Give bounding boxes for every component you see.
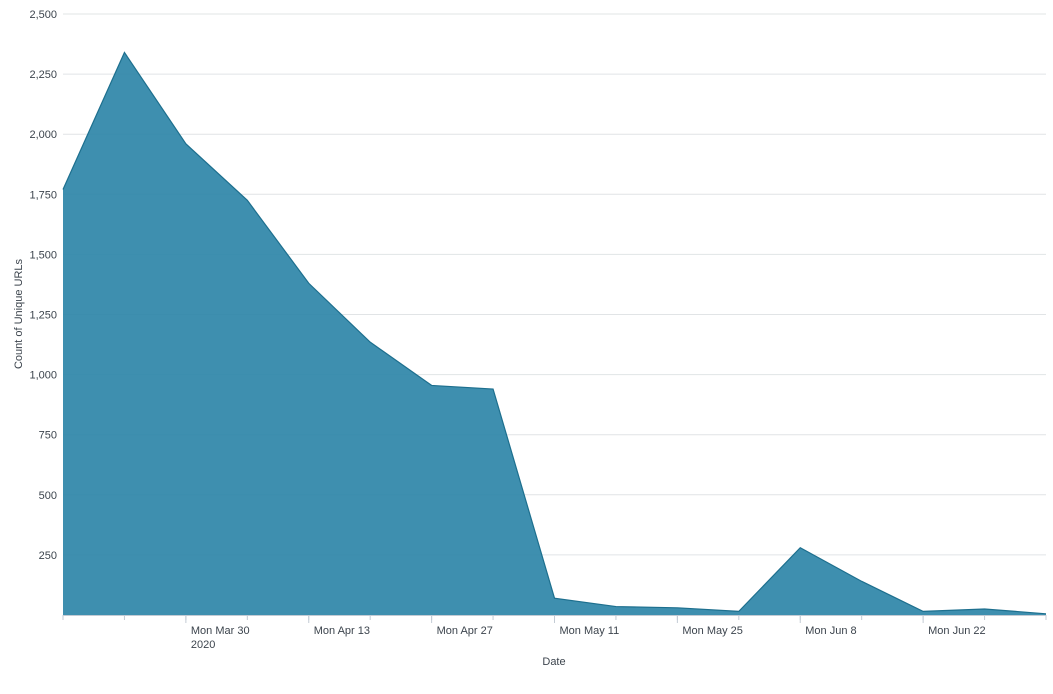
data-point [797, 545, 803, 551]
y-tick-label: 250 [39, 550, 57, 562]
y-tick-label: 1,250 [29, 310, 57, 322]
data-point [183, 141, 189, 147]
x-tick-label: Mon Jun 8 [805, 625, 856, 637]
y-tick-label: 750 [39, 430, 57, 442]
data-point [244, 197, 250, 203]
x-tick-label: Mon Apr 13 [314, 625, 370, 637]
data-point [306, 280, 312, 286]
x-tick-label: Mon Apr 27 [437, 625, 493, 637]
y-tick-label: 1,750 [29, 189, 57, 201]
area-fill [63, 52, 1046, 616]
x-tick-label: Mon May 25 [682, 625, 743, 637]
y-tick-label: 1,500 [29, 249, 57, 261]
y-tick-label: 500 [39, 490, 57, 502]
data-point [736, 608, 742, 614]
x-tick-label: Mon May 11 [560, 625, 620, 637]
data-point [121, 49, 127, 55]
x-tick-label: Mon Jun 22 [928, 625, 985, 637]
data-point [60, 186, 66, 192]
data-point [859, 578, 865, 584]
data-point [367, 339, 373, 345]
x-axis-title: Date [542, 656, 565, 668]
data-point [490, 386, 496, 392]
data-point [674, 605, 680, 611]
y-tick-label: 1,000 [29, 370, 57, 382]
x-tick-sublabel: 2020 [191, 639, 215, 651]
x-tick-label: Mon Mar 30 [191, 625, 250, 637]
data-point [613, 604, 619, 610]
y-tick-label: 2,250 [29, 69, 57, 81]
y-tick-label: 2,500 [29, 9, 57, 21]
data-point [982, 606, 988, 612]
y-axis-title: Count of Unique URLs [13, 258, 25, 369]
area-line [62, 51, 1047, 615]
y-tick-label: 2,000 [29, 129, 57, 141]
data-point [552, 595, 558, 601]
data-point [920, 608, 926, 614]
data-point [429, 382, 435, 388]
